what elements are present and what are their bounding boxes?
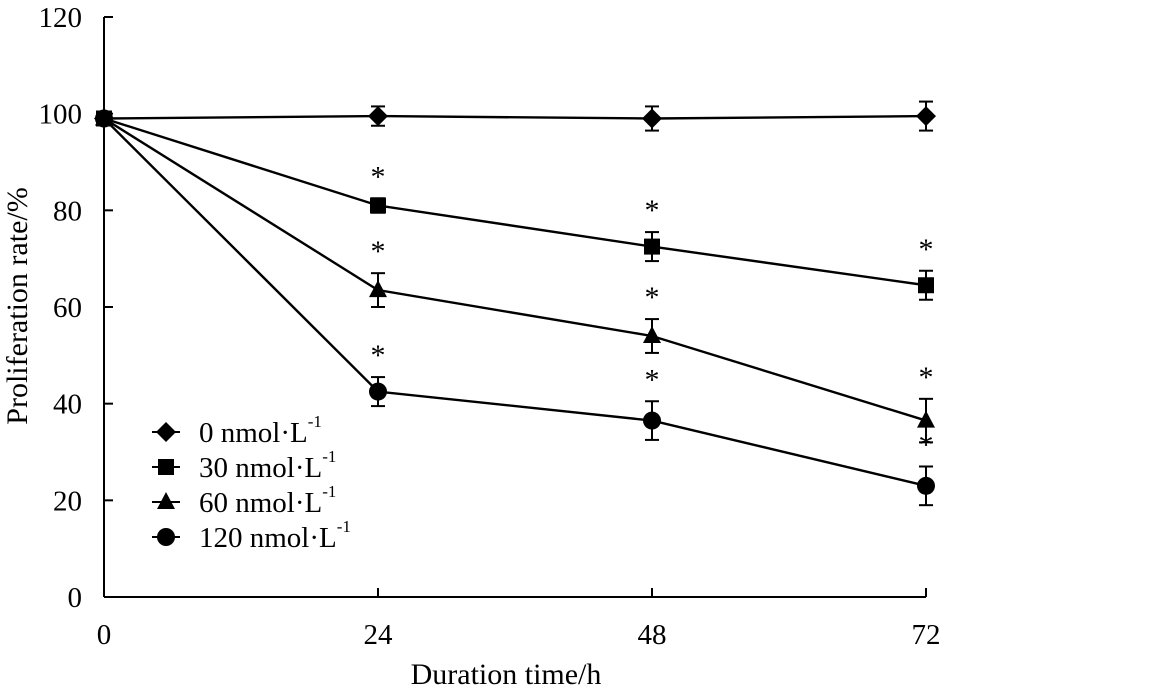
legend-label: 30 nmol·L-1 xyxy=(199,447,336,484)
y-tick-label: 20 xyxy=(53,485,82,517)
series-triangle: * * * xyxy=(95,108,935,444)
data-point xyxy=(368,106,388,127)
series-line xyxy=(103,117,927,422)
data-point xyxy=(95,109,113,128)
legend-superscript: -1 xyxy=(322,447,336,466)
data-point xyxy=(916,106,936,127)
series-square: * * * xyxy=(96,110,934,301)
data-point xyxy=(917,410,935,428)
data-point xyxy=(918,277,934,294)
legend-item: 120 nmol·L-1 xyxy=(152,517,351,554)
significance-star: * xyxy=(371,339,386,372)
series-circle: * * * xyxy=(95,109,935,507)
significance-star: * xyxy=(919,233,934,266)
significance-star: * xyxy=(919,429,934,462)
significance-star: * xyxy=(645,363,660,396)
data-point xyxy=(917,476,935,495)
legend-label: 60 nmol·L-1 xyxy=(199,482,336,519)
y-tick-label: 120 xyxy=(39,2,83,34)
legend-marker xyxy=(157,492,175,509)
y-tick-label: 60 xyxy=(53,292,82,324)
legend-superscript: -1 xyxy=(322,482,336,501)
legend-label: 120 nmol·L-1 xyxy=(199,517,351,554)
data-point xyxy=(643,326,661,343)
data-point xyxy=(370,197,386,214)
series-layer: * * * * * * * * * xyxy=(94,100,936,507)
significance-star: * xyxy=(645,281,660,314)
data-point xyxy=(643,411,661,430)
series-line xyxy=(103,114,927,120)
significance-star: * xyxy=(645,194,660,227)
legend-superscript: -1 xyxy=(337,517,351,536)
legend-superscript: -1 xyxy=(308,412,322,431)
significance-star: * xyxy=(371,235,386,268)
y-axis-title: Proliferation rate/% xyxy=(1,187,34,424)
data-point xyxy=(369,280,387,298)
series-line xyxy=(103,117,927,488)
series-line xyxy=(103,117,927,287)
legend-item: 30 nmol·L-1 xyxy=(152,447,336,484)
series-diamond xyxy=(94,100,936,132)
legend-marker xyxy=(157,528,175,546)
legend-item: 0 nmol·L-1 xyxy=(152,412,322,449)
legend-marker xyxy=(156,422,176,442)
legend-marker xyxy=(158,459,174,475)
significance-star: * xyxy=(371,160,386,193)
legend-item: 60 nmol·L-1 xyxy=(152,482,336,519)
y-tick-label: 80 xyxy=(53,195,82,227)
x-tick-label: 72 xyxy=(912,619,941,651)
y-tick-label: 0 xyxy=(68,582,83,614)
y-tick-label: 100 xyxy=(39,99,83,131)
axes: 0 20 40 60 80 100 120 0 24 48 72 xyxy=(39,2,941,651)
data-point xyxy=(642,108,662,129)
significance-star: * xyxy=(919,361,934,394)
y-tick-label: 40 xyxy=(53,389,82,421)
data-point xyxy=(369,382,387,401)
x-tick-label: 24 xyxy=(364,619,394,651)
x-tick-label: 48 xyxy=(638,619,667,651)
x-axis-title: Duration time/h xyxy=(411,658,602,691)
data-point xyxy=(644,238,660,255)
x-tick-label: 0 xyxy=(97,619,112,651)
legend-label: 0 nmol·L-1 xyxy=(199,412,322,449)
